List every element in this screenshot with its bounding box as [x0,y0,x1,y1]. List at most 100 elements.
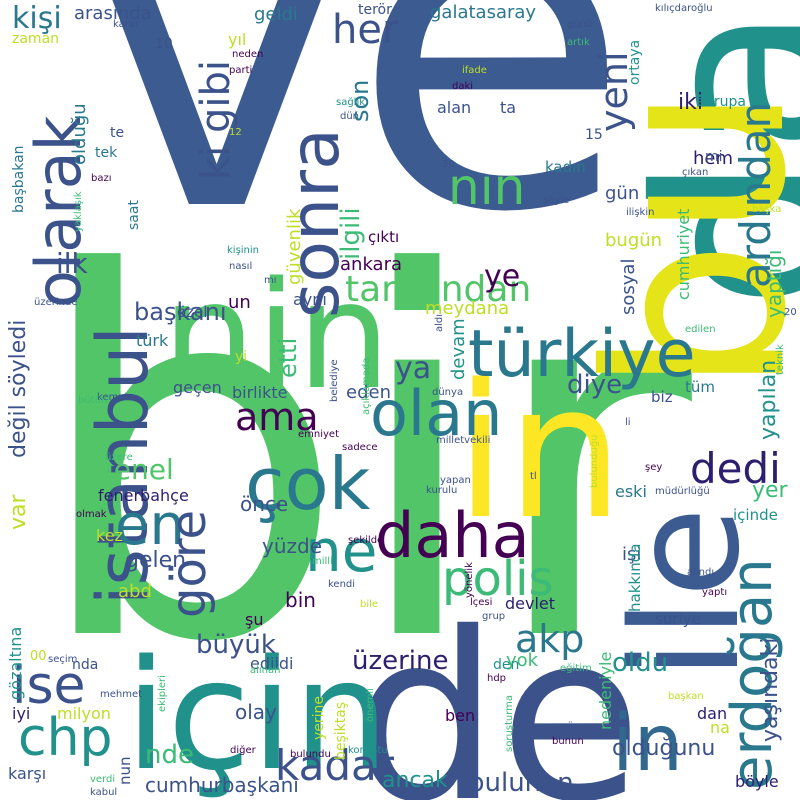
word: olmak [76,509,107,520]
word: nasıl [229,261,253,272]
word: polis [442,551,554,607]
word: mı [264,275,277,286]
word: seçim [48,654,78,665]
word: soruşturma [504,694,515,752]
word: nın [448,158,526,216]
word: bütün [78,395,108,406]
word: nedeniyle [596,651,615,730]
word: lçesi [470,597,493,608]
word: artık [567,37,590,48]
word: biz [651,388,673,406]
word: 10 [155,36,173,52]
word: çıktı [368,228,400,246]
word: ilk [56,247,88,280]
word: yapan [440,475,471,486]
word: bulunduğu [589,434,600,488]
word: ki gibi [193,60,239,180]
word: başkanı [134,298,227,326]
word: türk [136,331,169,350]
word: müdürlüğü [655,486,710,497]
word: güvenlik [284,208,305,285]
word: li [625,417,631,428]
word: cumhuriyet [674,208,693,300]
word: sağlık [336,97,366,108]
word: 30 [442,159,455,170]
word: cumhurbaşkanı [145,773,299,797]
word: ya [395,351,432,386]
word: ilişkin [626,207,655,218]
word: avrupa [697,94,746,110]
word: daha [375,499,530,572]
word: dedi [690,444,781,493]
word: hakkında [626,543,644,612]
word: parti [229,65,253,76]
word: tl [530,471,537,482]
word: geçen [173,378,222,397]
word: eğitim [560,663,592,674]
word: milli [312,556,333,567]
word: beşiktaş [333,701,349,760]
word: eden [346,382,391,403]
word: bulundu [290,749,331,760]
word: meydana [425,298,510,319]
word: ta [500,98,517,117]
word: türkiye [468,317,696,392]
word: un [228,292,251,313]
word: bin [285,588,316,612]
word: yaşındaki [758,637,783,742]
word: en [115,493,185,558]
word: söz [562,721,579,732]
word: işi [622,544,642,565]
word: konuştu [348,745,388,756]
word: olduğu [69,103,90,165]
word: başkan [668,691,704,702]
word: büyük [196,630,276,660]
word: kadar [275,741,394,790]
word: şey [645,462,663,473]
word: te [110,125,125,141]
word: ortaya [627,39,643,85]
word: eski [615,482,647,501]
word: 12 [229,127,242,138]
word: olan [370,377,503,450]
word: ye [484,259,521,294]
word: alındı [687,567,715,578]
word: tarafından [345,269,532,310]
word: yi [235,349,248,365]
word: milletvekili [436,435,491,446]
word: kemal [97,392,128,403]
word: emniyet [298,429,340,440]
word: mehmet [100,689,143,700]
word: galatasaray [430,2,537,23]
word: bunun [552,736,584,747]
word: aynı [293,290,327,309]
word: şu [245,610,264,629]
word: bugün [605,230,663,251]
word: gün [605,183,640,204]
word: gelen [125,548,187,573]
word: nde [145,740,194,770]
word: saat [126,200,142,230]
word: chp [18,708,113,768]
word: yaklaşık [73,191,84,232]
word: suriye [655,610,701,628]
word: hdp [487,673,507,684]
word: zaman [12,31,60,47]
word: önce [240,492,289,516]
word: edilen [685,324,716,335]
word: yüzde [262,534,323,558]
word: kadın [545,158,586,176]
word: nin [162,250,391,422]
word: dün [340,111,360,122]
word: abd [118,581,152,602]
word: 15 [585,127,603,143]
word: verdi [90,774,116,785]
word: dünya [432,387,464,398]
word: olduğunu [612,736,716,761]
word: üzere [105,452,133,463]
word: her [332,7,399,53]
word: belediye [329,359,340,402]
word: ne [305,517,378,585]
word: için [125,627,390,800]
word: nun [116,756,134,785]
